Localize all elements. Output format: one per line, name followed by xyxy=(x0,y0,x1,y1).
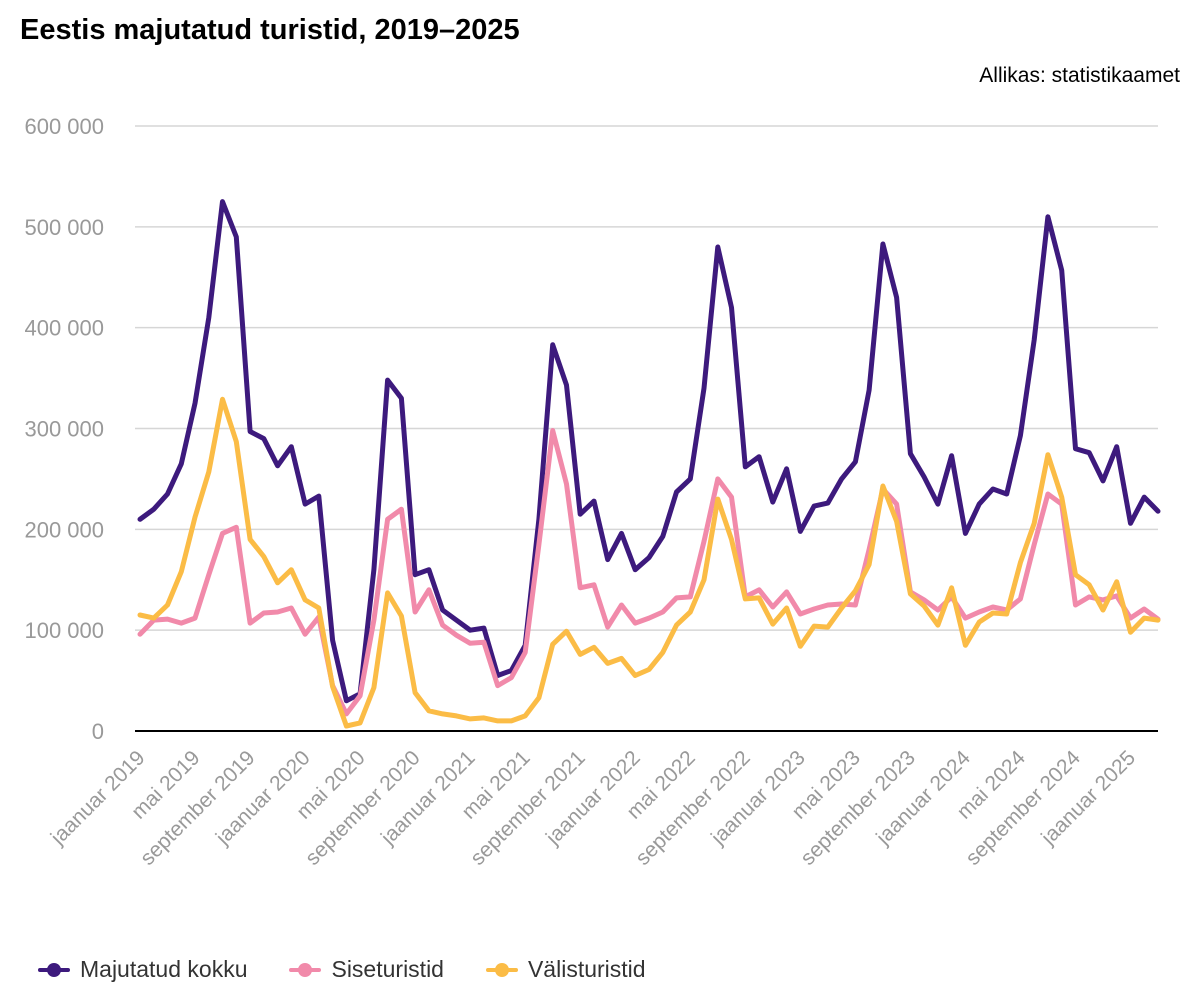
legend-item-siseturistid[interactable]: Siseturistid xyxy=(289,956,444,983)
y-tick-label: 300 000 xyxy=(24,417,104,442)
legend-label-valisturistid: Välisturistid xyxy=(527,956,646,982)
y-tick-label: 100 000 xyxy=(24,618,104,643)
source-label: Allikas: statistikaamet xyxy=(979,64,1180,87)
x-tick-label: jaanuar 2024 xyxy=(871,746,975,850)
legend-marker-valisturistid xyxy=(485,962,518,977)
y-tick-label: 600 000 xyxy=(24,114,104,139)
series-line-2 xyxy=(137,428,1161,717)
series-line-3 xyxy=(137,396,1161,729)
y-tick-label: 0 xyxy=(92,719,104,744)
legend-marker-majutatud-kokku xyxy=(38,962,70,977)
legend: Majutatud kokku Siseturistid Välisturist… xyxy=(38,956,688,983)
legend-label-majutatud-kokku: Majutatud kokku xyxy=(80,956,248,982)
chart-title: Eestis majutatud turistid, 2019–2025 xyxy=(20,14,520,46)
series-line-1 xyxy=(137,199,1161,704)
y-tick-label: 200 000 xyxy=(24,517,104,542)
legend-marker-siseturistid xyxy=(289,962,322,977)
legend-item-valisturistid[interactable]: Välisturistid xyxy=(485,956,646,983)
x-tick-label: jaanuar 2019 xyxy=(46,746,150,850)
y-tick-label: 500 000 xyxy=(24,215,104,240)
line-chart: 0 100 000 200 000 300 000 400 000 500 000 600 … xyxy=(24,114,1161,870)
legend-label-siseturistid: Siseturistid xyxy=(331,956,444,982)
legend-item-majutatud-kokku[interactable]: Majutatud kokku xyxy=(38,956,247,983)
y-tick-label: 400 000 xyxy=(24,316,104,341)
